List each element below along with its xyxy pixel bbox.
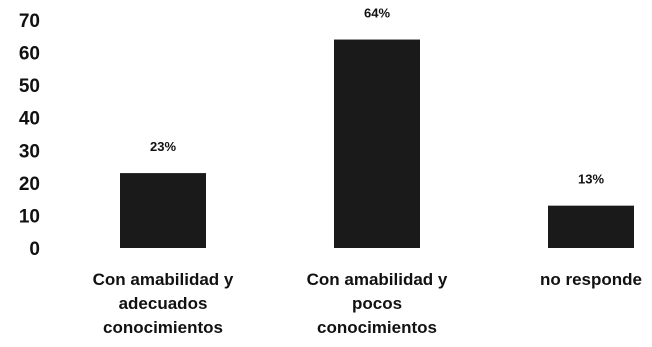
bar-1	[334, 39, 420, 248]
category-label-1-line-2: conocimientos	[317, 318, 437, 337]
bar-0	[120, 173, 206, 248]
category-label-0-line-1: adecuados	[119, 294, 208, 313]
data-labels: 23% 64% 13%	[150, 6, 604, 187]
data-label-0: 23%	[150, 139, 176, 154]
y-axis: 0 10 20 30 40 50 60 70	[19, 11, 40, 260]
y-tick-label: 10	[19, 206, 40, 227]
category-label-2-line-0: no responde	[540, 270, 642, 289]
y-tick-label: 30	[19, 141, 40, 162]
bar-2	[548, 205, 634, 248]
bars	[120, 39, 634, 248]
category-label-1-line-0: Con amabilidad y	[307, 270, 448, 289]
category-label-1-line-1: pocos	[352, 294, 402, 313]
y-tick-label: 70	[19, 11, 40, 32]
data-label-1: 64%	[364, 6, 390, 21]
x-axis: Con amabilidad y adecuados conocimientos Co…	[93, 270, 642, 337]
category-label-0-line-0: Con amabilidad y	[93, 270, 234, 289]
category-label-0-line-2: conocimientos	[103, 318, 223, 337]
y-tick-label: 60	[19, 44, 40, 65]
y-tick-label: 40	[19, 109, 40, 130]
y-tick-label: 50	[19, 76, 40, 97]
y-tick-label: 20	[19, 174, 40, 195]
y-tick-label: 0	[29, 239, 40, 260]
data-label-2: 13%	[578, 172, 604, 187]
